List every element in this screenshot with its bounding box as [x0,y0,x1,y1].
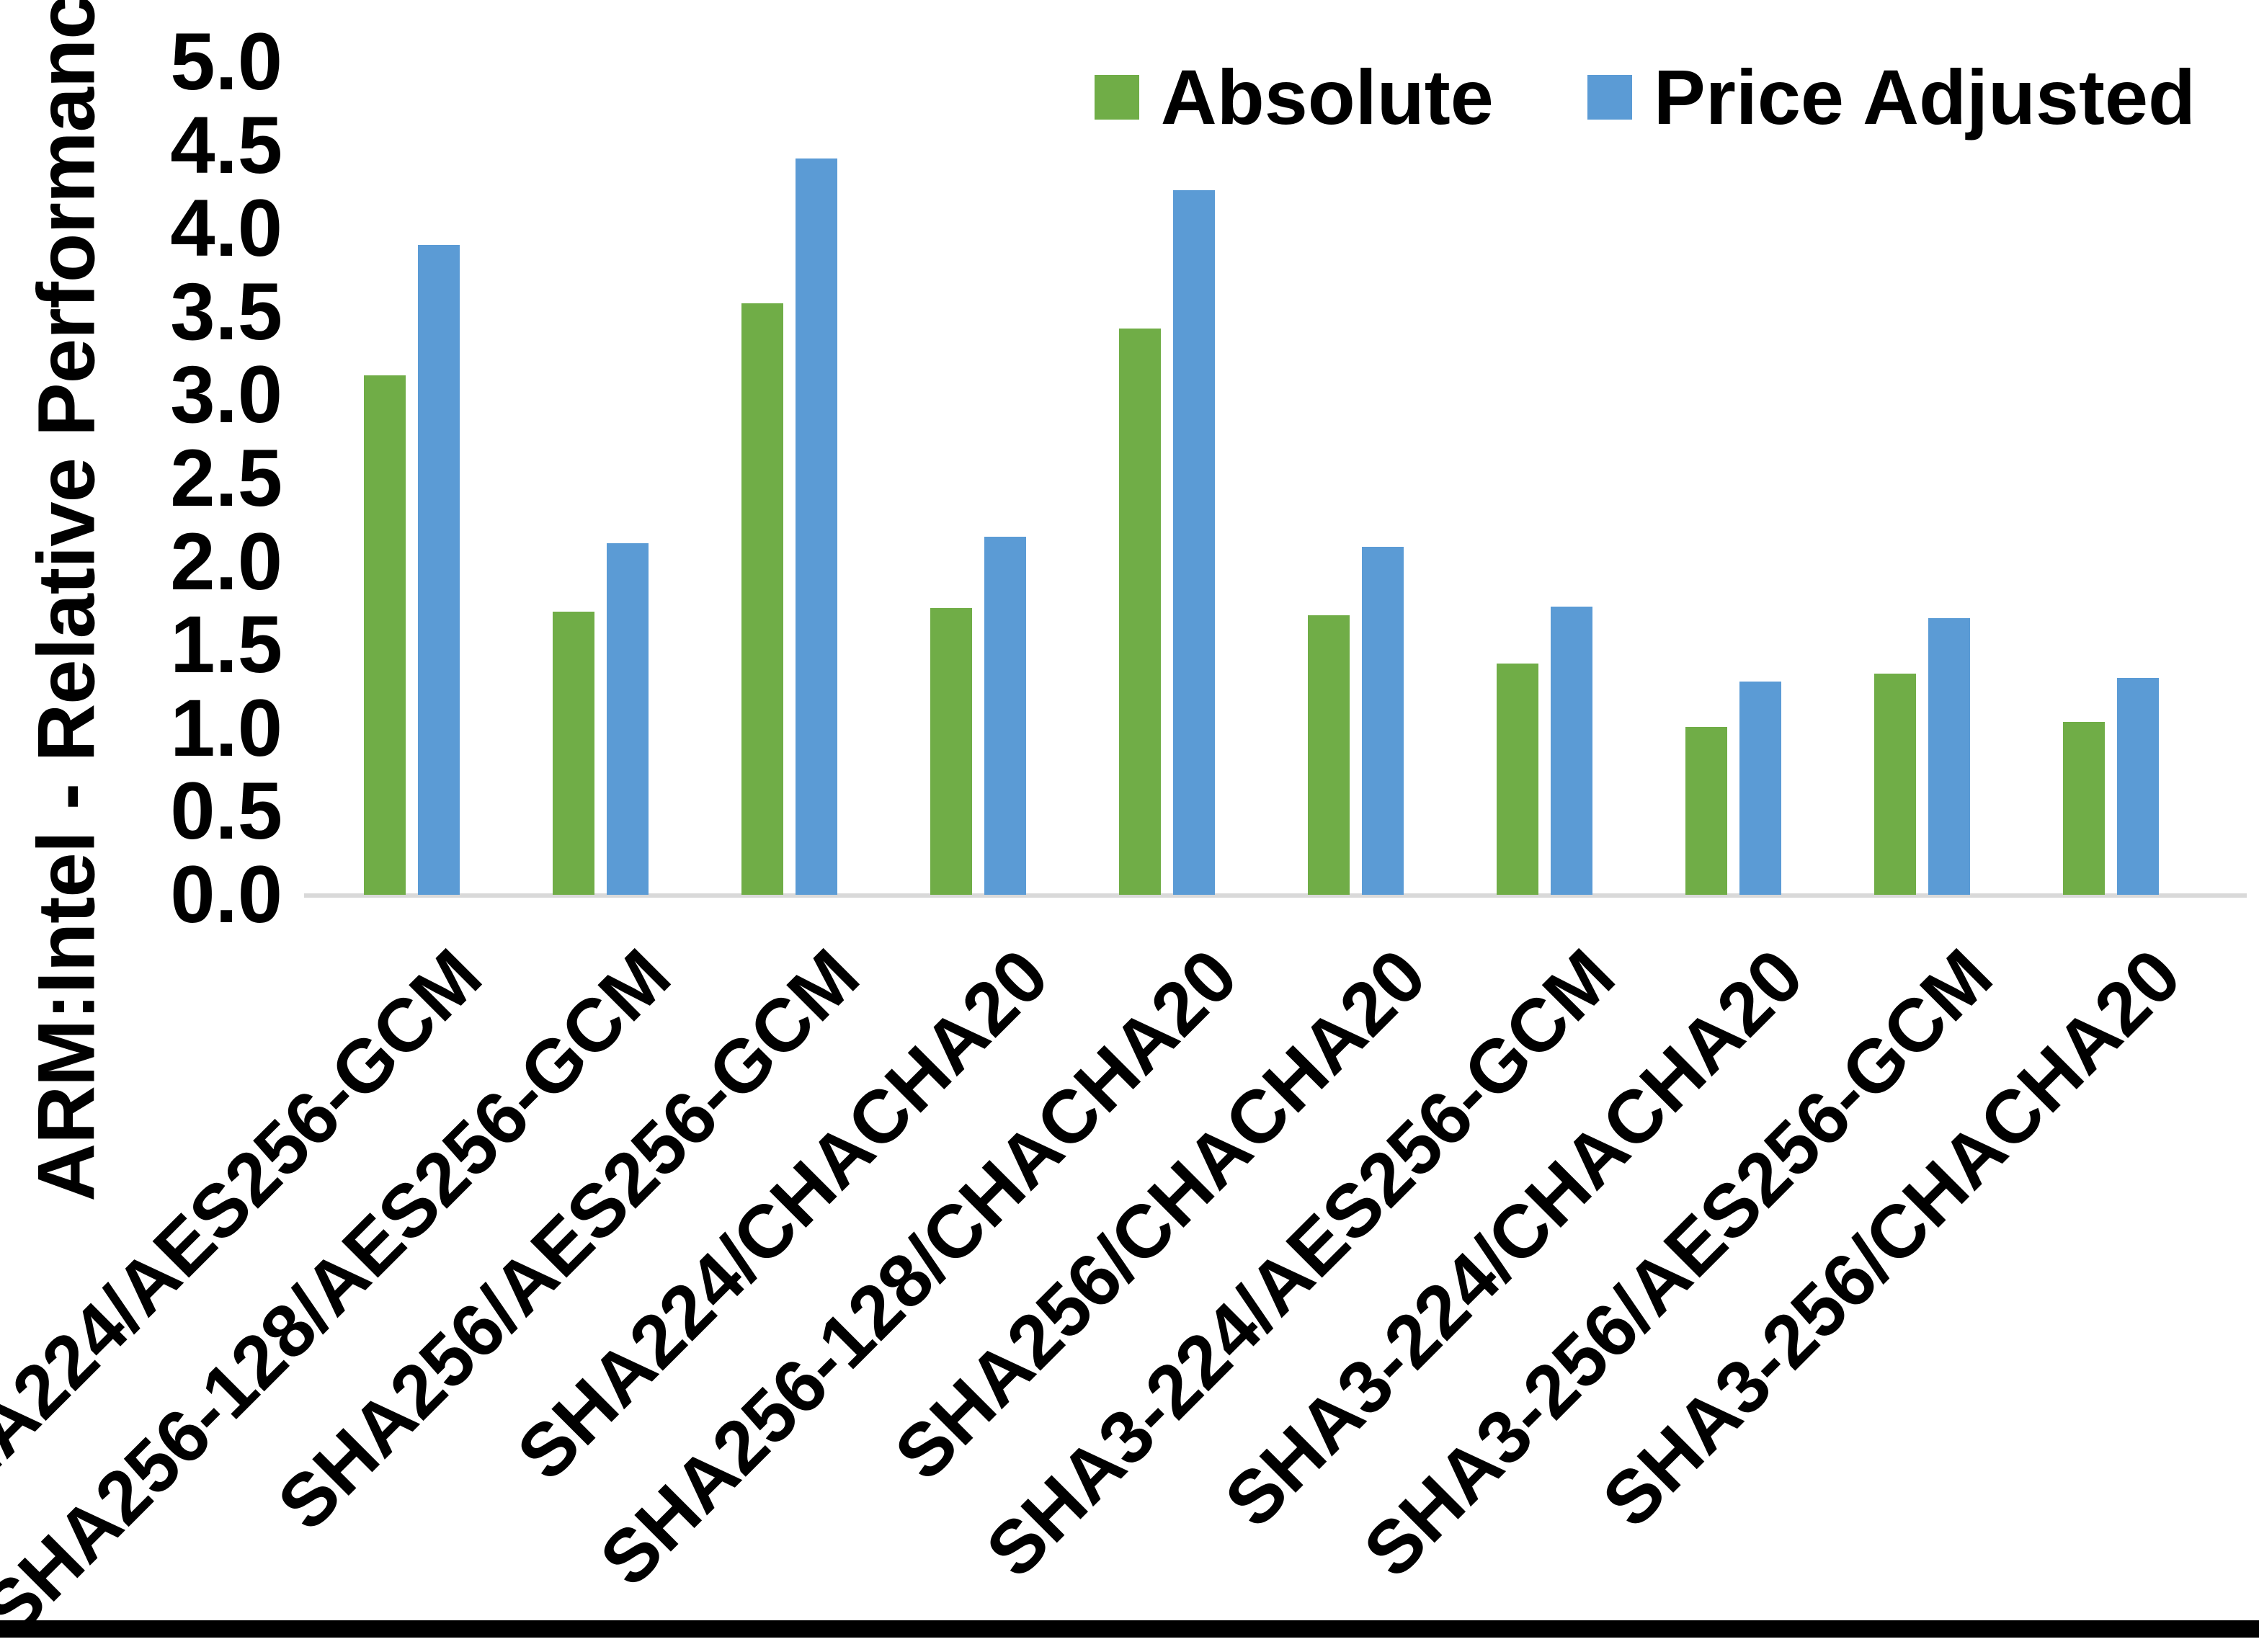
bar-absolute [1873,673,1916,895]
bar-absolute [1496,663,1538,895]
plot-area: SHA224/AES256-GCM SHA256-128/AES256-GCM SH… [0,22,2247,1652]
bar-price-adjusted [1928,618,1970,895]
bar-group: SHA3-256/AES256-GCM [1348,62,2016,1594]
bar-absolute [363,375,406,895]
bar-group: SHA224/CHACHA20 [502,62,1072,1496]
bar-group: SHA3-256/CHACHA20 [1587,62,2205,1543]
bar-group: SHA3-224/CHACHA20 [1210,62,1827,1543]
y-tick-label: 3.0 [170,349,282,440]
legend-swatch-icon [1587,74,1632,120]
legend: Absolute Price Adjusted [1094,52,2196,142]
y-tick-label: 4.5 [170,99,282,190]
y-tick-label: 0.0 [170,849,282,939]
y-tick-label: 1.5 [170,599,282,690]
bar-price-adjusted [1739,682,1781,895]
bar-absolute [1685,726,1727,895]
legend-item: Absolute [1094,52,1494,142]
bar-price-adjusted [1172,190,1215,895]
bar-price-adjusted [1361,546,1404,895]
legend-swatch-icon [1094,74,1139,120]
y-tick-label: 1.0 [170,682,282,773]
y-tick-label: 5.0 [170,17,282,107]
bar-absolute [1307,615,1350,895]
x-axis-line [304,893,2247,898]
bar-price-adjusted [2116,678,2159,895]
bar-group: SHA256/AES256-GCM [262,62,883,1546]
bar-absolute [2062,721,2105,895]
bar-price-adjusted [417,245,460,895]
bar-absolute [930,608,972,895]
bar-price-adjusted [795,158,837,895]
bar-absolute [552,611,594,895]
bar-absolute [741,303,783,895]
legend-label: Price Adjusted [1653,53,2196,140]
y-tick-label: 3.5 [170,266,282,357]
legend-label: Absolute [1160,53,1494,140]
legend-item: Price Adjusted [1587,52,2196,142]
bar-group: SHA256-128/AES256-GCM [0,62,695,1652]
bar-group: SHA256/CHACHA20 [879,62,1450,1496]
bar-group: SHA224/AES256-GCM [0,62,506,1546]
bar-price-adjusted [1550,607,1592,895]
bar-group: SHA3-224/AES256-GCM [971,62,1639,1594]
bar-groups: SHA224/AES256-GCM SHA256-128/AES256-GCM SH… [0,62,2205,1652]
y-tick-label: 2.0 [170,516,282,607]
y-tick-label: 0.5 [170,766,282,857]
y-axis-title: ARM:Intel - Relative Performance [21,0,112,1202]
bar-price-adjusted [984,536,1026,895]
y-tick-label: 4.0 [170,183,282,274]
y-tick-label: 2.5 [170,433,282,523]
bar-price-adjusted [606,543,649,895]
bottom-border [0,1620,2259,1638]
bar-absolute [1118,328,1161,895]
bar-group: SHA256-128/CHACHA20 [584,62,1261,1602]
